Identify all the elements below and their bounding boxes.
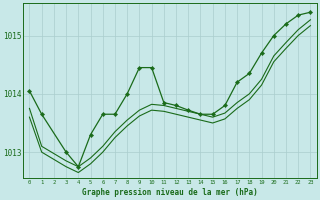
X-axis label: Graphe pression niveau de la mer (hPa): Graphe pression niveau de la mer (hPa) [82, 188, 258, 197]
